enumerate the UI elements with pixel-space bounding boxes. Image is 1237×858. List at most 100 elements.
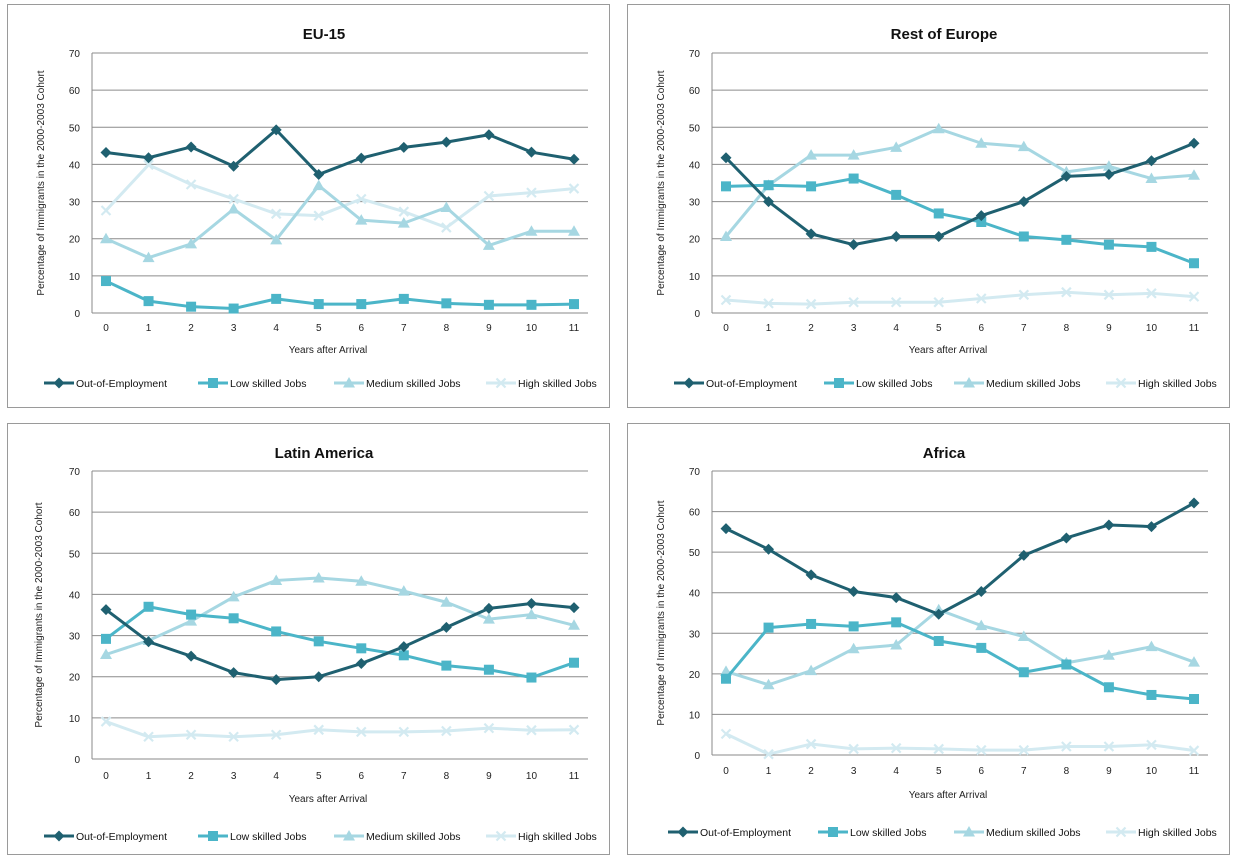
- data-point: [568, 602, 580, 614]
- data-point: [483, 602, 495, 614]
- y-tick-label: 10: [689, 710, 701, 721]
- x-tick-label: 9: [1106, 766, 1112, 777]
- legend-entry: Medium skilled Jobs: [334, 377, 461, 390]
- data-point: [398, 206, 410, 217]
- chart-panel-rest-of-europe: Rest of Europe 0 10 20 30 40 50 60 70 0 1 2 3 4 5 6 7 8 9 1…: [627, 4, 1230, 408]
- data-point: [228, 160, 240, 172]
- legend-entry: Out-of-Employment: [668, 826, 791, 839]
- legend-marker: [963, 377, 975, 388]
- series-line: [725, 608, 1195, 687]
- data-point: [975, 137, 988, 148]
- data-point: [142, 251, 155, 263]
- data-point: [100, 648, 112, 659]
- data-point: [933, 743, 945, 755]
- data-point: [976, 217, 987, 227]
- data-point: [568, 153, 580, 165]
- data-point: [525, 225, 538, 236]
- data-point: [568, 619, 580, 630]
- data-point: [313, 168, 325, 180]
- data-point: [720, 728, 732, 740]
- data-point: [356, 299, 367, 310]
- legend-marker: [495, 830, 507, 842]
- series-line: [724, 141, 1195, 247]
- data-point: [398, 650, 409, 661]
- data-point: [313, 299, 324, 310]
- data-point: [270, 729, 282, 741]
- y-tick-label: 0: [74, 309, 80, 320]
- y-tick-label: 60: [689, 508, 701, 519]
- data-point: [763, 622, 774, 633]
- data-point: [1018, 231, 1029, 242]
- series-line: [724, 620, 1195, 701]
- data-point: [313, 724, 325, 736]
- legend-label: Out-of-Employment: [76, 378, 167, 390]
- data-point: [355, 575, 368, 586]
- data-point: [526, 672, 537, 683]
- data-point: [848, 585, 860, 597]
- x-tick-label: 11: [1189, 766, 1200, 777]
- y-tick-label: 70: [689, 49, 701, 60]
- data-point: [720, 523, 732, 535]
- legend-label: Low skilled Jobs: [230, 831, 306, 843]
- series-line: [105, 720, 575, 739]
- y-tick-label: 60: [689, 86, 701, 97]
- data-point: [356, 643, 367, 654]
- legend-label: Out-of-Employment: [76, 831, 167, 843]
- y-tick-label: 50: [689, 123, 701, 134]
- series-low-skilled-jobs: [721, 173, 1199, 269]
- legend-marker: [1115, 826, 1127, 838]
- data-point: [100, 716, 112, 727]
- data-point: [1061, 741, 1072, 752]
- legend-entry: High skilled Jobs: [1106, 826, 1217, 839]
- y-tick-label: 40: [69, 160, 81, 171]
- data-point: [890, 592, 902, 604]
- data-point: [313, 210, 325, 221]
- series-out-of-employment: [100, 124, 580, 180]
- data-point: [270, 124, 282, 136]
- legend-entry: Out-of-Employment: [674, 377, 797, 390]
- data-point: [398, 141, 410, 153]
- x-tick-label: 9: [486, 323, 492, 334]
- x-tick-label: 0: [103, 323, 109, 334]
- x-tick-label: 8: [444, 771, 450, 782]
- data-point: [891, 617, 902, 628]
- data-point: [100, 147, 112, 159]
- series-high-skilled-jobs: [100, 159, 580, 233]
- series-line: [105, 184, 574, 260]
- legend-entry: Low skilled Jobs: [818, 827, 926, 839]
- x-tick-label: 2: [808, 323, 814, 334]
- y-tick-label: 50: [69, 123, 81, 134]
- x-tick-label: 1: [146, 323, 152, 334]
- data-point: [847, 642, 860, 654]
- data-point: [1146, 241, 1157, 252]
- data-point: [313, 671, 325, 683]
- data-point: [101, 633, 111, 644]
- series-out-of-employment: [720, 497, 1200, 620]
- chart-panel-latin-america: Latin America 0 10 20 30 40 50 60 70 0 1 2 3 4 5 6 7 8 9 10…: [7, 423, 610, 855]
- data-point: [1103, 239, 1114, 250]
- data-point: [1018, 289, 1030, 301]
- data-point: [805, 738, 817, 750]
- data-point: [1103, 682, 1114, 693]
- data-point: [313, 636, 324, 647]
- legend-marker: [1115, 377, 1127, 389]
- legend-entry: Medium skilled Jobs: [334, 830, 461, 843]
- data-point: [526, 187, 537, 198]
- series-high-skilled-jobs: [720, 286, 1200, 310]
- data-point: [976, 642, 987, 653]
- data-point: [143, 296, 154, 307]
- data-point: [763, 298, 774, 309]
- data-point: [1188, 497, 1200, 509]
- legend-marker: [53, 830, 65, 842]
- data-point: [890, 742, 902, 754]
- data-point: [805, 149, 818, 160]
- data-point: [397, 585, 410, 596]
- x-tick-label: 10: [526, 771, 538, 782]
- chart-panel-eu15: EU-15 0 10 20 30 40 50 60 70 0 1 2 3 4 5 6 7 8 9 10 11 Years …: [7, 4, 610, 408]
- data-point: [312, 179, 325, 191]
- data-point: [1061, 659, 1072, 670]
- data-point: [720, 294, 732, 306]
- chart-svg: Africa 0 10 20 30 40 50 60 70 0 1 2 3 4 5 6 7 8 9 10 11 Years…: [656, 445, 1217, 839]
- y-tick-label: 40: [69, 590, 81, 601]
- data-point: [933, 230, 945, 242]
